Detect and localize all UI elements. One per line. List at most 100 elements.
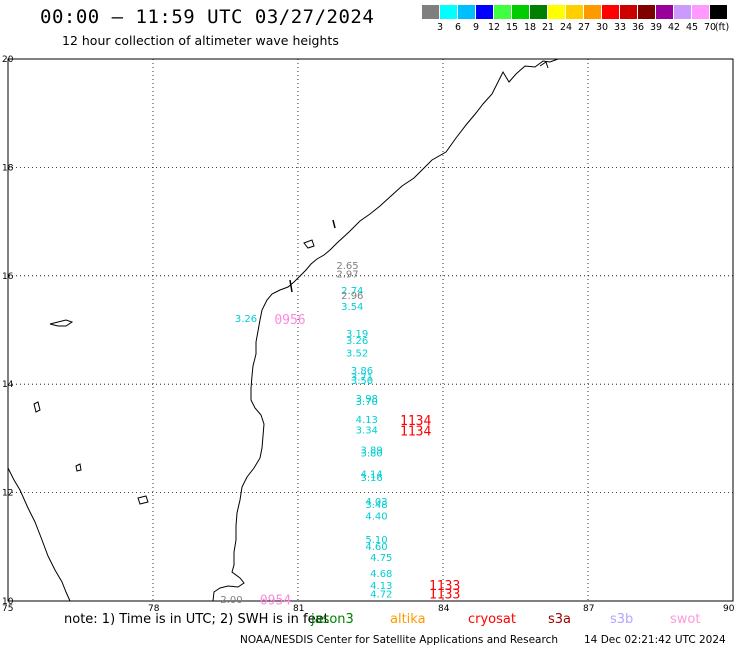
wave-height-value: 2.96 xyxy=(341,291,363,302)
legend-swatch xyxy=(548,5,565,19)
coastline xyxy=(7,58,559,602)
legend-tick-label: 21 xyxy=(541,22,555,33)
wave-height-value: 4.72 xyxy=(370,589,392,600)
legend-tick-label: 9 xyxy=(472,22,480,33)
legend-tick-label: 24 xyxy=(559,22,573,33)
legend-tick-label: 27 xyxy=(577,22,591,33)
legend-tick-label: 39 xyxy=(649,22,663,33)
legend-swatch xyxy=(692,5,709,19)
latitude-label: 14 xyxy=(2,380,14,390)
legend-swatch xyxy=(440,5,457,19)
legend-tick-label: 30 xyxy=(595,22,609,33)
wave-height-value: 4.68 xyxy=(370,569,392,580)
legend-tick-label: 3 xyxy=(436,22,444,33)
wave-height-value: 3.89 xyxy=(361,445,383,456)
wave-height-value: 3.26 xyxy=(346,336,368,347)
longitude-label: 81 xyxy=(293,604,304,614)
pass-time-label: 1133 xyxy=(429,587,460,602)
wave-height-value: 2.97 xyxy=(336,270,358,281)
latitude-label: 18 xyxy=(2,163,14,173)
longitude-label: 90 xyxy=(723,604,735,614)
legend-tick-label: 12 xyxy=(487,22,501,33)
legend-swatch xyxy=(458,5,475,19)
wave-height-value: 3.48 xyxy=(365,500,387,511)
satellite-cryosat: cryosat xyxy=(468,612,516,627)
generated-timestamp: 14 Dec 02:21:42 UTC 2024 xyxy=(584,634,726,646)
pass-time-label: 0954 xyxy=(260,593,291,608)
wave-height-value: 3.52 xyxy=(346,348,368,359)
latitude-label: 12 xyxy=(2,489,13,499)
legend-tick-label: 33 xyxy=(613,22,627,33)
coast-feature xyxy=(332,219,336,229)
pass-time-label: 1133 xyxy=(429,579,460,594)
footer-note: note: 1) Time is in UTC; 2) SWH is in fe… xyxy=(64,612,329,627)
pass-time-label: 1134 xyxy=(400,414,431,429)
legend-tick-label: 15 xyxy=(505,22,519,33)
coast-feature xyxy=(539,61,549,69)
satellite-altika: altika xyxy=(390,612,426,627)
satellite-swot: swot xyxy=(670,612,701,627)
west-coast-line xyxy=(7,467,71,602)
legend-swatch xyxy=(638,5,655,19)
wave-height-value: 4.13 xyxy=(356,415,378,426)
legend-swatch xyxy=(530,5,547,19)
legend-tick-label: 6 xyxy=(454,22,462,33)
island-outline xyxy=(33,401,41,413)
pass-time-label: 0956 xyxy=(274,313,305,328)
wave-height-value: 3.86 xyxy=(351,366,373,377)
longitude-label: 84 xyxy=(438,604,450,614)
legend-swatch xyxy=(422,5,439,19)
legend-swatch xyxy=(476,5,493,19)
wave-height-value: 3.54 xyxy=(341,302,363,313)
island-outline xyxy=(137,495,149,505)
wave-height-value: 4.14 xyxy=(361,470,383,481)
satellite-s3b: s3b xyxy=(610,612,634,627)
wave-height-value: 3.26 xyxy=(235,314,257,325)
map-title: 00:00 – 11:59 UTC 03/27/2024 xyxy=(40,6,375,28)
legend-tick-label: 45 xyxy=(685,22,699,33)
longitude-label: 87 xyxy=(583,604,594,614)
coast-feature xyxy=(289,279,293,293)
wave-height-value: 4.60 xyxy=(365,542,387,553)
legend-swatch xyxy=(674,5,691,19)
pass-time-label: 1134 xyxy=(400,424,431,439)
latitude-label: 20 xyxy=(2,55,14,65)
lake-outline xyxy=(303,239,315,249)
wave-height-value: 4.75 xyxy=(370,553,392,564)
legend-tick-label: 18 xyxy=(523,22,537,33)
island-outline xyxy=(75,463,82,472)
legend-swatch xyxy=(584,5,601,19)
legend-swatch xyxy=(494,5,511,19)
wave-height-value: 2.00 xyxy=(220,595,242,606)
wave-height-value: 3.19 xyxy=(346,329,368,340)
altimeter-observations: 2.652.972.742.963.543.263.193.263.523.86… xyxy=(220,261,392,606)
credit-text: NOAA/NESDIS Center for Satellite Applica… xyxy=(240,634,558,646)
latitude-label: 10 xyxy=(2,597,14,607)
legend-swatch xyxy=(512,5,529,19)
legend-tick-label: 70 xyxy=(703,22,717,33)
island-outline xyxy=(49,319,74,327)
legend-tick-label: 36 xyxy=(631,22,645,33)
latitude-label: 16 xyxy=(2,272,14,282)
legend-unit-label: (ft) xyxy=(714,22,730,33)
wave-height-value: 3.34 xyxy=(356,425,378,436)
wave-height-value: 3.16 xyxy=(361,473,383,484)
map-grid xyxy=(7,58,734,602)
wave-height-value: 4.40 xyxy=(365,511,387,522)
wave-height-value: 3.50 xyxy=(351,376,373,387)
satellite-s3a: s3a xyxy=(548,612,572,627)
legend-swatch xyxy=(566,5,583,19)
wave-height-value: 4.13 xyxy=(370,581,392,592)
legend-swatch xyxy=(710,5,727,19)
wave-height-value: 5.10 xyxy=(365,535,387,546)
longitude-label: 75 xyxy=(2,604,13,614)
map-subtitle: 12 hour collection of altimeter wave hei… xyxy=(62,33,339,48)
wave-height-value: 3.71 xyxy=(351,373,373,384)
legend-swatch xyxy=(602,5,619,19)
wave-height-value: 2.74 xyxy=(341,286,363,297)
wave-height-value: 3.70 xyxy=(356,397,378,408)
east-coast-line xyxy=(212,58,559,602)
